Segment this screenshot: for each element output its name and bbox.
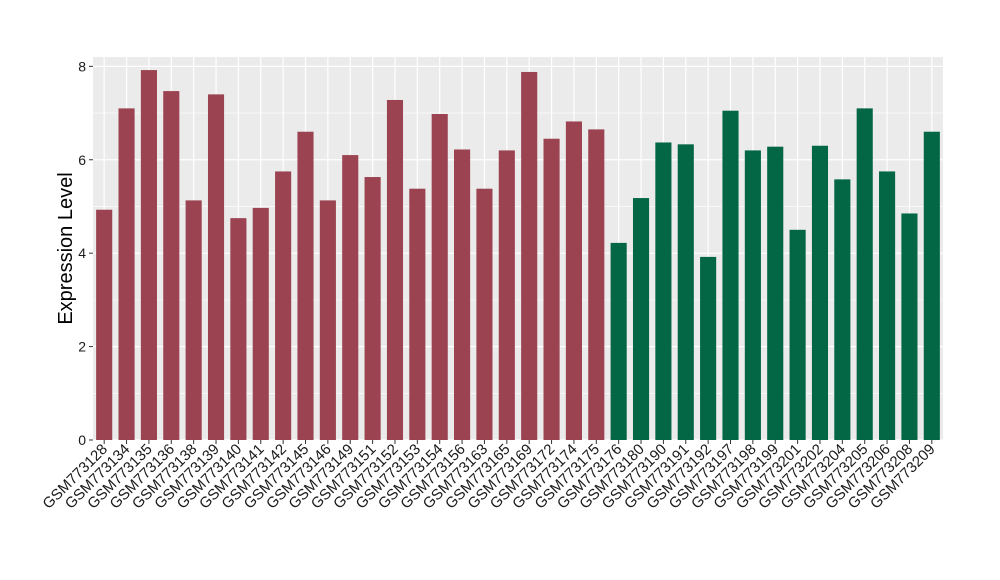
bar-GSM773142: [275, 171, 292, 440]
y-tick-label: 4: [78, 245, 86, 261]
x-axis: GSM773128GSM773134GSM773135GSM773136GSM7…: [39, 440, 939, 512]
bar-GSM773136: [163, 91, 180, 440]
bar-GSM773180: [632, 198, 650, 440]
bar-GSM773139: [207, 94, 225, 441]
bar-GSM773140: [230, 218, 247, 440]
bar-GSM773156: [454, 149, 471, 441]
y-tick-label: 2: [78, 339, 86, 355]
bar-GSM773145: [297, 131, 314, 441]
bar-GSM773205: [856, 108, 873, 440]
bar-GSM773176: [610, 242, 627, 440]
bar-GSM773165: [498, 150, 515, 441]
bar-GSM773172: [543, 138, 560, 441]
bar-GSM773208: [901, 213, 918, 440]
bar-GSM773197: [722, 110, 739, 441]
bar-GSM773198: [744, 150, 761, 441]
bar-GSM773152: [386, 99, 404, 440]
bar-GSM773169: [521, 71, 538, 440]
bars: [96, 70, 940, 441]
bar-GSM773128: [96, 209, 113, 440]
bar-GSM773141: [252, 207, 269, 440]
bar-GSM773163: [476, 188, 493, 440]
bar-GSM773154: [431, 113, 448, 441]
bar-GSM773175: [588, 129, 605, 440]
bar-GSM773204: [834, 179, 851, 440]
bar-GSM773151: [364, 177, 381, 440]
bar-GSM773174: [565, 121, 582, 440]
bar-GSM773138: [185, 200, 202, 440]
bar-GSM773190: [655, 142, 672, 440]
bar-GSM773206: [879, 171, 896, 440]
y-axis: 0 2 4 6 8: [78, 58, 93, 448]
y-axis-title: Expression Level: [55, 172, 77, 324]
bar-GSM773201: [789, 229, 806, 440]
bar-GSM773135: [140, 70, 157, 440]
y-tick-label: 8: [78, 58, 86, 74]
bar-GSM773134: [118, 108, 135, 440]
bar-GSM773199: [767, 146, 784, 441]
bar-GSM773209: [923, 131, 940, 441]
y-tick-label: 0: [78, 432, 86, 448]
bar-GSM773192: [700, 256, 717, 440]
y-tick-label: 6: [78, 152, 86, 168]
bar-GSM773191: [677, 144, 694, 440]
bar-GSM773153: [409, 188, 426, 440]
bar-GSM773149: [342, 155, 359, 440]
bar-GSM773202: [811, 145, 829, 440]
bar-GSM773146: [319, 200, 336, 440]
